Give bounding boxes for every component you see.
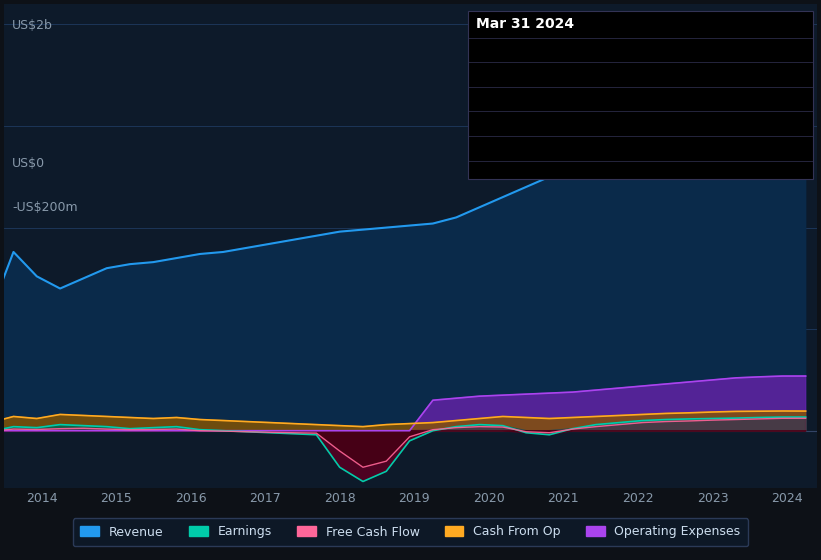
Text: /yr: /yr bbox=[657, 141, 676, 151]
Text: US$67.066m: US$67.066m bbox=[608, 67, 687, 77]
Legend: Revenue, Earnings, Free Cash Flow, Cash From Op, Operating Expenses: Revenue, Earnings, Free Cash Flow, Cash … bbox=[73, 518, 748, 546]
Text: /yr: /yr bbox=[652, 42, 671, 52]
Text: Operating Expenses: Operating Expenses bbox=[476, 165, 589, 175]
Text: US$269.110m: US$269.110m bbox=[608, 165, 695, 175]
Text: Mar 31 2024: Mar 31 2024 bbox=[476, 17, 575, 31]
Text: profit margin: profit margin bbox=[627, 91, 704, 101]
Text: Revenue: Revenue bbox=[476, 42, 525, 52]
Text: US$2b: US$2b bbox=[12, 18, 53, 32]
Text: US$1.400b: US$1.400b bbox=[608, 42, 676, 52]
Text: Cash From Op: Cash From Op bbox=[476, 141, 554, 151]
Text: 4.8%: 4.8% bbox=[608, 91, 639, 101]
Text: US$61.187m: US$61.187m bbox=[608, 116, 687, 126]
Text: Earnings: Earnings bbox=[476, 67, 525, 77]
Text: -US$200m: -US$200m bbox=[12, 200, 78, 214]
Text: Free Cash Flow: Free Cash Flow bbox=[476, 116, 560, 126]
Text: US$0: US$0 bbox=[12, 157, 45, 170]
Text: /yr: /yr bbox=[657, 116, 676, 126]
Text: /yr: /yr bbox=[662, 165, 681, 175]
Text: US$96.639m: US$96.639m bbox=[608, 141, 687, 151]
Text: /yr: /yr bbox=[657, 67, 676, 77]
